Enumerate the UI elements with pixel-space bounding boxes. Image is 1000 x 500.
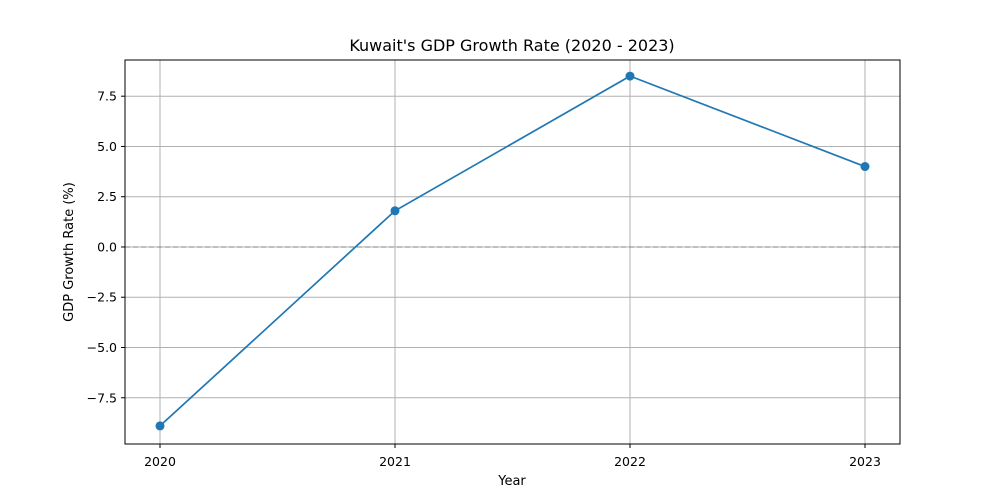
data-point-marker <box>155 421 165 431</box>
y-tick-label: 0.0 <box>97 239 117 254</box>
y-tick-label: −7.5 <box>87 390 117 405</box>
data-point-marker <box>860 162 870 172</box>
x-tick-label: 2022 <box>614 454 646 469</box>
y-tick-label: 5.0 <box>97 139 117 154</box>
y-tick-label: 2.5 <box>97 189 117 204</box>
chart-title: Kuwait's GDP Growth Rate (2020 - 2023) <box>349 36 674 55</box>
plot-frame <box>124 59 901 445</box>
x-tick-label: 2020 <box>144 454 176 469</box>
grid-layer <box>125 60 900 444</box>
y-tick-label: 7.5 <box>97 89 117 104</box>
x-tick-label: 2021 <box>379 454 411 469</box>
data-point-marker <box>625 71 635 81</box>
y-tick-label: −5.0 <box>87 340 117 355</box>
x-axis-label: Year <box>497 474 526 489</box>
y-tick-label: −2.5 <box>87 290 117 305</box>
y-axis-label: GDP Growth Rate (%) <box>62 182 77 322</box>
series-line <box>159 75 866 427</box>
data-point-marker <box>390 206 400 216</box>
tick-layer: 2020 2021 2022 2023 −7.5 −5.0 −2.5 0.0 2.5 5.0 7.5 <box>87 89 881 469</box>
series-layer <box>155 71 870 431</box>
x-tick-label: 2023 <box>849 454 881 469</box>
